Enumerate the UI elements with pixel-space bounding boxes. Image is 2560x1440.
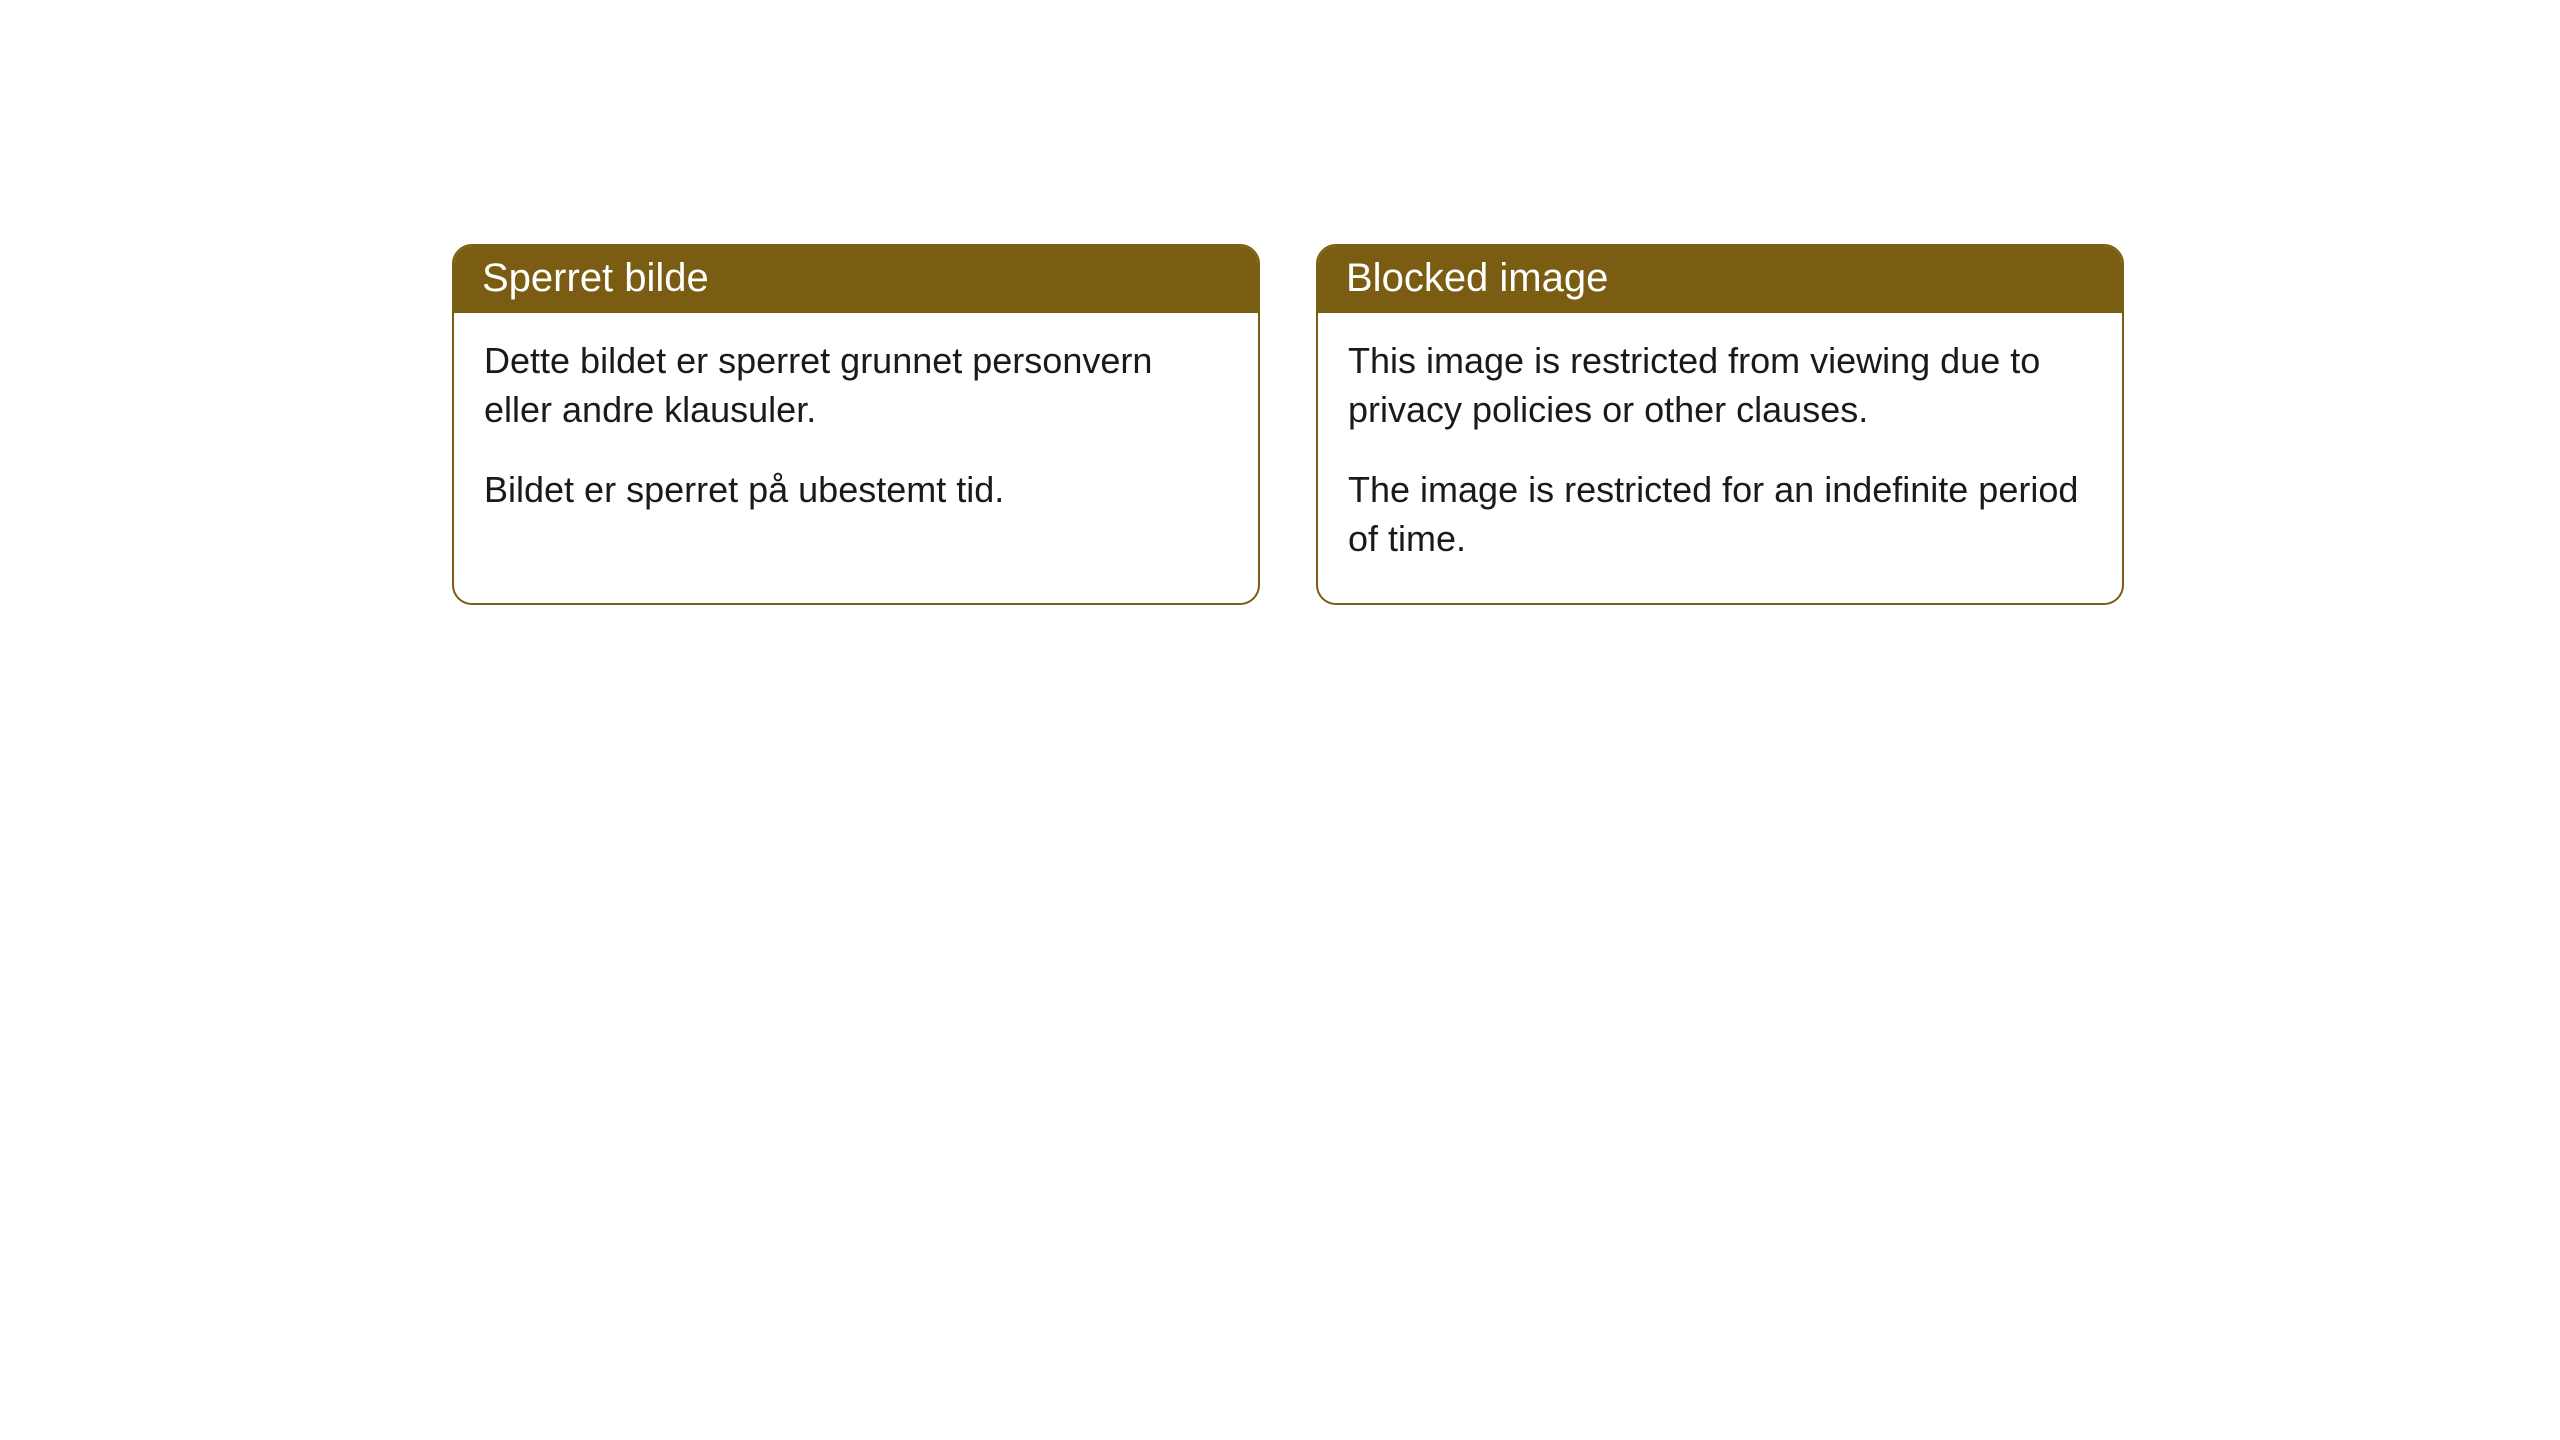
notice-header-english: Blocked image [1318, 246, 2122, 313]
notice-paragraph: The image is restricted for an indefinit… [1348, 466, 2092, 563]
notice-body-english: This image is restricted from viewing du… [1318, 313, 2122, 603]
notice-header-norwegian: Sperret bilde [454, 246, 1258, 313]
notice-paragraph: This image is restricted from viewing du… [1348, 337, 2092, 434]
notice-card-norwegian: Sperret bilde Dette bildet er sperret gr… [452, 244, 1260, 605]
notice-container: Sperret bilde Dette bildet er sperret gr… [0, 0, 2560, 605]
notice-body-norwegian: Dette bildet er sperret grunnet personve… [454, 313, 1258, 555]
notice-card-english: Blocked image This image is restricted f… [1316, 244, 2124, 605]
notice-paragraph: Dette bildet er sperret grunnet personve… [484, 337, 1228, 434]
notice-paragraph: Bildet er sperret på ubestemt tid. [484, 466, 1228, 515]
